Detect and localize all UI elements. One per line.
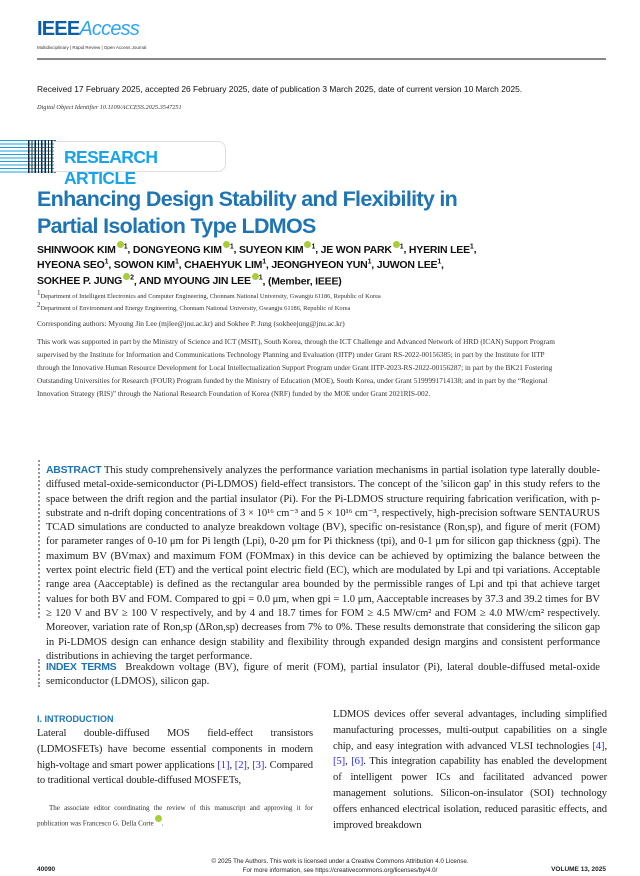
author: JEONGHYEON YUN1: [271, 258, 372, 271]
abstract-label: ABSTRACT: [46, 464, 102, 476]
title-line: Enhancing Design Stability and Flexibili…: [37, 187, 458, 211]
affiliation: 2Department of Environment and Energy En…: [37, 300, 351, 312]
article-type: RESEARCH ARTICLE: [64, 147, 158, 188]
author: SOWON KIM1: [113, 258, 179, 271]
title-line: Partial Isolation Type LDMOS: [37, 214, 316, 238]
logo-tagline: Multidisciplinary | Rapid Review | Open …: [37, 45, 147, 50]
orcid-icon[interactable]: [304, 241, 312, 248]
citation-link[interactable]: [4]: [592, 740, 605, 752]
abstract-text: This study comprehensively analyzes the …: [46, 465, 600, 662]
intro-right-column: LDMOS devices offer several advantages, …: [333, 709, 607, 831]
orcid-icon[interactable]: [154, 815, 162, 823]
orcid-icon[interactable]: [123, 272, 131, 280]
index-terms-text: Breakdown voltage (BV), figure of merit …: [46, 662, 600, 688]
author: SOKHEE P. JUNG 2: [37, 272, 134, 287]
banner-bars: [28, 140, 56, 173]
citation-link[interactable]: [1]: [217, 759, 230, 771]
front-matter: SHINWOOK KIM 1, DONGYEONG KIM 1, SUYEON KI…: [37, 241, 597, 400]
author: DONGYEONG KIM 1: [132, 241, 234, 256]
author: JUWON LEE1: [376, 258, 442, 271]
author: CHAEHYUK LIM1: [184, 258, 266, 271]
author: HYEONA SEO1: [37, 258, 109, 271]
index-terms-label: INDEX TERMS: [46, 661, 117, 673]
member-status: (Member, IEEE): [267, 275, 342, 287]
article-type-banner: RESEARCH ARTICLE: [54, 141, 226, 188]
citation-link[interactable]: [2]: [234, 759, 247, 771]
author: SHINWOOK KIM 1: [37, 241, 128, 256]
header-divider: [37, 58, 606, 60]
section-heading: I. INTRODUCTION: [37, 714, 114, 724]
ieee-access-logo: IEEEAccess: [37, 18, 140, 40]
volume: VOLUME 13, 2025: [551, 866, 606, 873]
editor-footnote: The associate editor coordinating the re…: [37, 804, 313, 828]
page-number: 40090: [37, 866, 56, 873]
doi: Digital Object Identifier 10.1109/ACCESS…: [37, 104, 182, 111]
affiliations: 1Department of Intelligent Electronics a…: [37, 288, 597, 315]
abstract: ABSTRACT This study comprehensively anal…: [46, 463, 600, 664]
citation-link[interactable]: [6]: [351, 756, 364, 768]
received-dates: Received 17 February 2025, accepted 26 F…: [37, 84, 523, 94]
author: AND MYOUNG JIN LEE 1: [138, 272, 263, 287]
citation-link[interactable]: [5]: [333, 756, 346, 768]
author: JE WON PARK 1: [320, 241, 404, 256]
left-column: I. INTRODUCTION Lateral double-diffused …: [37, 713, 313, 831]
funding-statement: This work was supported in part by the M…: [37, 337, 555, 398]
license-notice: © 2025 The Authors. This work is license…: [211, 858, 469, 874]
orcid-icon[interactable]: [392, 241, 400, 248]
orcid-icon[interactable]: [251, 272, 259, 280]
orcid-icon[interactable]: [222, 241, 230, 248]
orcid-icon[interactable]: [116, 241, 124, 248]
citation-link[interactable]: [3]: [252, 759, 265, 771]
paper-title: Enhancing Design Stability and Flexibili…: [37, 186, 458, 240]
author: SUYEON KIM 1: [238, 241, 316, 256]
author-list: SHINWOOK KIM 1, DONGYEONG KIM 1, SUYEON KI…: [37, 241, 477, 287]
index-terms-border: [38, 659, 604, 687]
index-terms: INDEX TERMS Breakdown voltage (BV), figu…: [46, 660, 600, 690]
author: HYERIN LEE1: [408, 243, 474, 256]
abstract-border: [38, 460, 604, 618]
intro-left-column: Lateral double-diffused MOS field-effect…: [37, 728, 313, 787]
corresponding-authors: Corresponding authors: Myoung Jin Lee (m…: [37, 319, 345, 328]
affiliation: 1Department of Intelligent Electronics a…: [37, 288, 381, 300]
